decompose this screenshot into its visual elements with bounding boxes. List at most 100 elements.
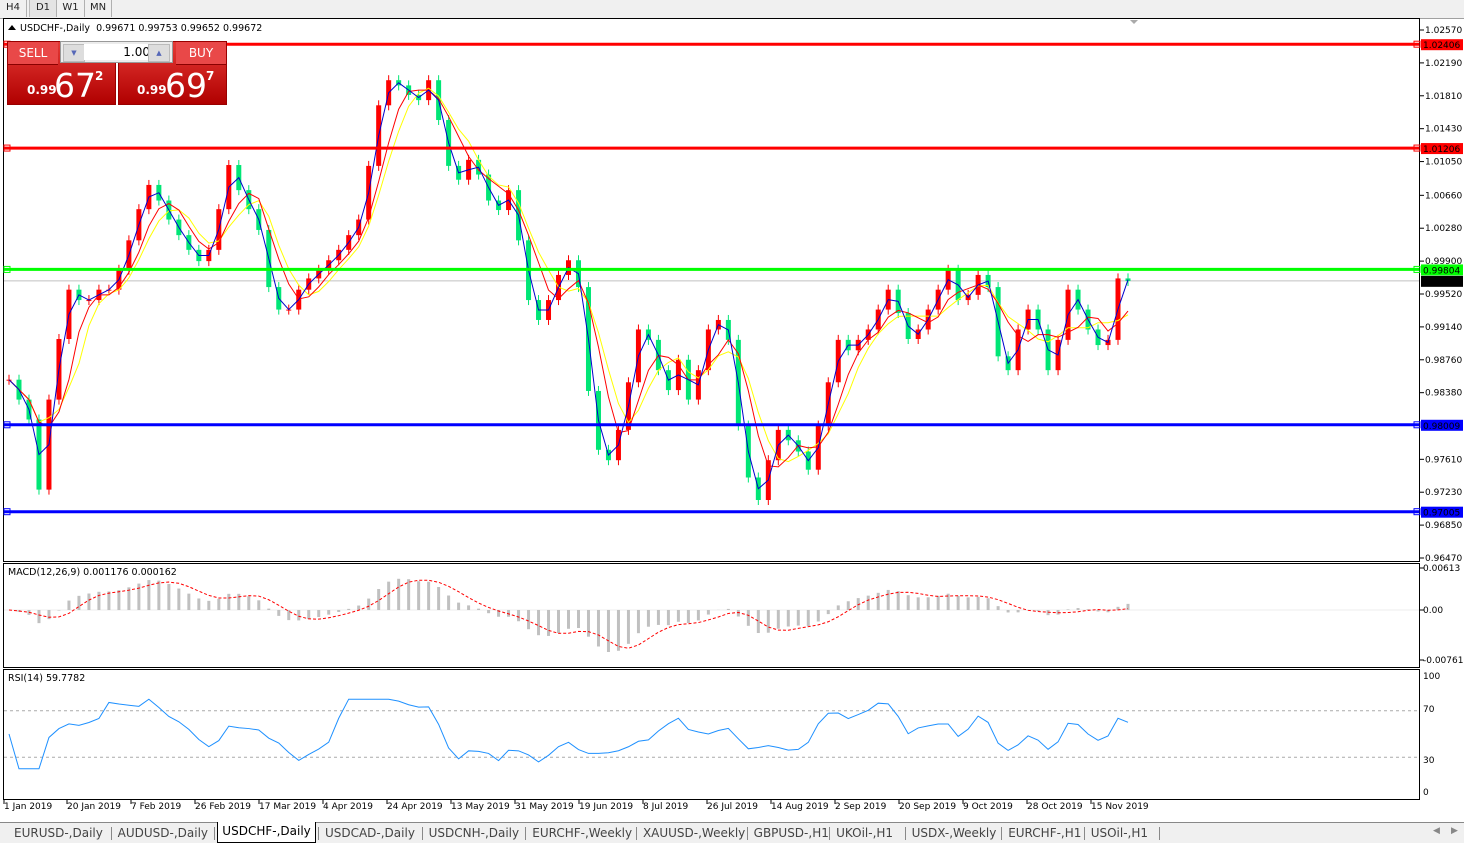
rsi-line: [8, 698, 1129, 770]
price-tick-label: 0.99900: [1425, 257, 1462, 267]
rsi-axis-label: 100: [1423, 672, 1440, 682]
price-tick-label: 1.01050: [1425, 158, 1462, 168]
tab-separator: [1083, 827, 1085, 840]
price-tick-label: 0.99520: [1425, 290, 1462, 300]
buy-button[interactable]: BUY: [176, 42, 226, 65]
chart-tab[interactable]: USDCHF-,Daily: [217, 822, 316, 843]
price-tick-label: 1.01810: [1425, 92, 1462, 102]
rsi-axis-label: 30: [1423, 756, 1435, 766]
tab-separator: [1159, 827, 1161, 840]
main-pane: [3, 18, 1420, 562]
date-label: 26 Feb 2019: [195, 802, 252, 812]
sell-price-prefix: 0.99: [27, 83, 57, 97]
sell-price-sup: 2: [95, 69, 104, 83]
macd-label: MACD(12,26,9) 0.001176 0.000162: [8, 567, 177, 578]
rsi-label: RSI(14) 59.7782: [8, 673, 86, 684]
chart-tab[interactable]: EURCHF-,H1: [1008, 826, 1082, 840]
tabs-scroll-left-icon[interactable]: ◀: [1433, 826, 1440, 836]
timeframe-h4[interactable]: H4: [0, 0, 27, 17]
timeframe-mn[interactable]: MN: [85, 0, 112, 17]
line-handle-icon: [3, 144, 11, 152]
buy-price-sup: 7: [206, 69, 215, 83]
tab-separator: [110, 827, 112, 840]
date-label: 1 Jan 2019: [4, 802, 53, 812]
chart-tab[interactable]: USDCNH-,Daily: [428, 826, 520, 840]
chart-tab[interactable]: GBPUSD-,H1: [753, 826, 829, 840]
line-handle-icon: [3, 421, 11, 429]
price-tick-label: 0.96850: [1425, 521, 1462, 531]
price-tick-label: 0.96470: [1425, 554, 1462, 564]
ma-slow-line: [8, 87, 1129, 463]
chart-tab[interactable]: EURCHF-,Weekly: [532, 826, 633, 840]
rsi-axis-label: 0: [1423, 788, 1429, 798]
level-price-label: 1.01206: [1423, 145, 1460, 155]
line-handle-icon: [1413, 508, 1421, 516]
rsi-pane: [3, 669, 1420, 800]
line-handle-icon: [3, 265, 11, 273]
macd-axis-label: 0.00613: [1423, 564, 1460, 574]
price-tick-label: 0.97610: [1425, 455, 1462, 465]
chart-tab[interactable]: USDX-,Weekly: [911, 826, 997, 840]
sell-price-big: 67: [54, 66, 96, 105]
macd-axis-label: 0.00: [1423, 606, 1443, 616]
line-handle-icon: [1413, 144, 1421, 152]
chart-ohlc: 0.99671 0.99753 0.99652 0.99672: [96, 23, 263, 34]
chart-tab[interactable]: AUDUSD-,Daily: [117, 826, 209, 840]
price-tick-label: 1.00280: [1425, 224, 1462, 234]
date-label: 9 Oct 2019: [963, 802, 1013, 812]
date-label: 24 Apr 2019: [387, 802, 443, 812]
lot-decrease-icon[interactable]: ▼: [63, 44, 85, 62]
level-price-label: 0.97005: [1423, 509, 1460, 519]
line-handle-icon: [1413, 421, 1421, 429]
ma-fast-line: [8, 82, 1129, 490]
chart-tab[interactable]: UKOil-,H1: [836, 826, 894, 840]
collapse-triangle-icon[interactable]: [8, 25, 16, 30]
rsi-axis-label: 70: [1423, 705, 1435, 715]
date-label: 28 Oct 2019: [1027, 802, 1083, 812]
price-tick-label: 1.01430: [1425, 125, 1462, 135]
buy-price-big: 69: [165, 66, 207, 105]
tab-separator: [525, 827, 527, 840]
price-tick-label: 1.00660: [1425, 191, 1462, 201]
date-label: 20 Jan 2019: [67, 802, 121, 812]
timeframe-w1[interactable]: W1: [57, 0, 85, 17]
tab-separator: [829, 827, 831, 840]
date-label: 26 Jul 2019: [707, 802, 758, 812]
level-price-label: 0.98009: [1423, 422, 1460, 432]
tabs-scroll-right-icon[interactable]: ▶: [1451, 826, 1458, 836]
tab-separator: [635, 827, 637, 840]
line-handle-icon: [1413, 40, 1421, 48]
macd-signal-line: [8, 579, 1129, 649]
line-handle-icon: [1413, 265, 1421, 273]
date-label: 4 Apr 2019: [323, 802, 373, 812]
one-click-trading-panel: SELL 0.99 67 2 BUY 0.99 69 7 ▼ ▲: [7, 41, 227, 105]
date-label: 19 Jun 2019: [579, 802, 634, 812]
chart-tab[interactable]: USOil-,H1: [1090, 826, 1149, 840]
timeframe-d1[interactable]: D1: [29, 0, 57, 17]
date-label: 15 Nov 2019: [1091, 802, 1149, 812]
lot-increase-icon[interactable]: ▲: [148, 44, 170, 62]
tab-separator: [1001, 827, 1003, 840]
level-price-label-bg: [1421, 143, 1463, 155]
chart-shift-marker-icon: [1130, 20, 1138, 24]
tab-separator: [904, 827, 906, 840]
price-tick-label: 0.99140: [1425, 323, 1462, 333]
tab-separator: [317, 827, 319, 840]
chart-tab[interactable]: EURUSD-,Daily: [14, 826, 103, 840]
price-tick-label: 1.02570: [1425, 26, 1462, 36]
tab-separator: [746, 827, 748, 840]
date-label: 31 May 2019: [515, 802, 574, 812]
lot-size-stepper: ▼ ▲: [60, 41, 173, 63]
chart-header: USDCHF-,Daily 0.99671 0.99753 0.99652 0.…: [8, 23, 262, 34]
sell-button[interactable]: SELL: [8, 42, 58, 65]
chart-tab[interactable]: USDCAD-,Daily: [324, 826, 415, 840]
chart-tabs-bar: ◀ ▶ EURUSD-,Daily AUDUSD-,Daily USDCHF-,Da…: [0, 822, 1464, 843]
lot-size-input[interactable]: [84, 44, 152, 60]
date-label: 20 Sep 2019: [899, 802, 957, 812]
ma-mid-line: [8, 89, 1129, 468]
level-price-label-bg: [1421, 39, 1463, 51]
buy-price-prefix: 0.99: [137, 83, 167, 97]
level-price-label-bg: [1421, 419, 1463, 431]
chart-tab[interactable]: XAUUSD-,Weekly: [642, 826, 746, 840]
